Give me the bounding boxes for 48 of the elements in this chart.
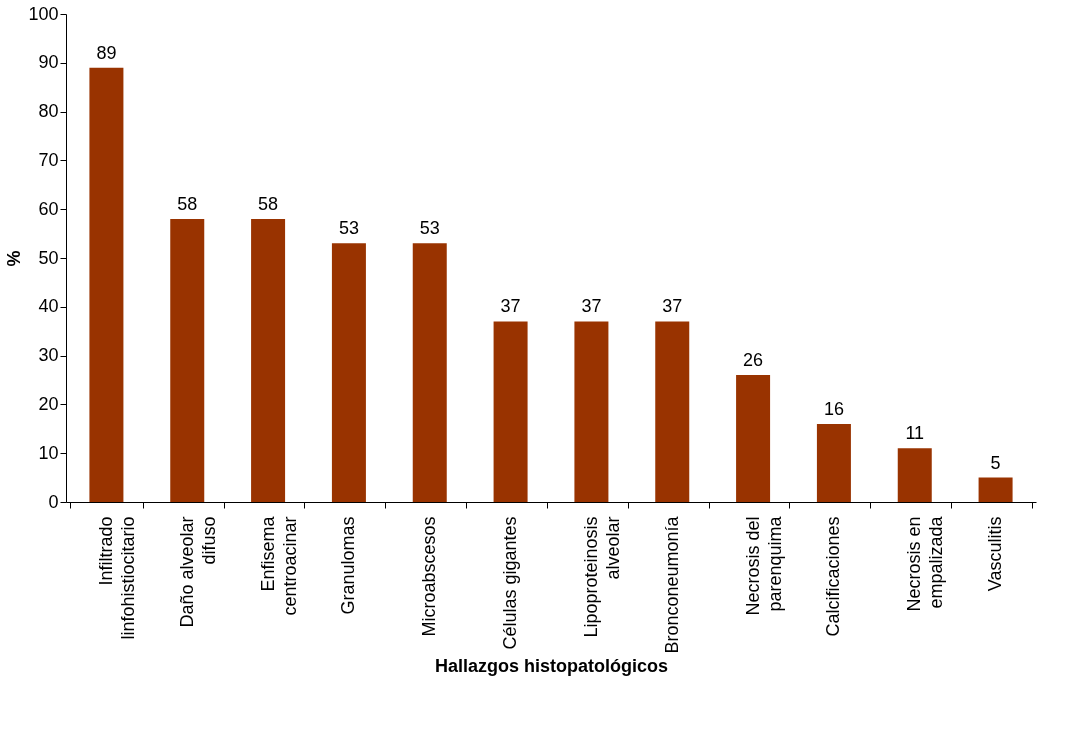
data-label: 16 bbox=[823, 398, 844, 419]
data-label: 26 bbox=[743, 350, 764, 371]
x-tick-label: Infiltrado linfohistiocitario bbox=[95, 516, 138, 640]
x-tick-label: Necrosis en empalizada bbox=[904, 515, 947, 612]
x-tick-label: Daño alveolar difuso bbox=[176, 516, 219, 628]
y-tick-label: 60 bbox=[38, 198, 59, 219]
bar bbox=[574, 321, 609, 502]
y-tick-label: 10 bbox=[38, 442, 59, 463]
data-label: 58 bbox=[258, 193, 279, 214]
x-tick-label: Microabscesos bbox=[419, 516, 440, 637]
bar bbox=[978, 477, 1013, 502]
y-tick-label: 30 bbox=[38, 345, 59, 366]
data-label: 53 bbox=[338, 218, 359, 239]
bar bbox=[493, 321, 528, 502]
data-label: 37 bbox=[500, 296, 521, 317]
x-axis-title: Hallazgos histopatológicos bbox=[434, 655, 669, 676]
bar bbox=[655, 321, 690, 502]
data-label: 89 bbox=[96, 42, 117, 63]
x-tick-label: Lipoproteinosis alveolar bbox=[580, 516, 623, 638]
bar bbox=[89, 67, 124, 502]
data-label: 37 bbox=[662, 296, 683, 317]
data-label: 58 bbox=[177, 193, 198, 214]
y-tick-label: 80 bbox=[38, 101, 59, 122]
bar bbox=[816, 423, 851, 502]
y-tick-label: 70 bbox=[38, 149, 59, 170]
x-tick-label: Vasculitis bbox=[985, 516, 1006, 592]
bar bbox=[412, 243, 447, 502]
bar bbox=[251, 218, 286, 502]
y-tick-label: 100 bbox=[28, 3, 59, 24]
y-tick-label: 0 bbox=[48, 491, 59, 512]
bar bbox=[170, 218, 205, 502]
data-label: 53 bbox=[419, 218, 440, 239]
bar bbox=[331, 243, 366, 502]
x-tick-label: Células gigantes bbox=[500, 516, 521, 650]
x-tick-label: Necrosis del parenquima bbox=[742, 515, 785, 616]
y-tick-label: 90 bbox=[38, 52, 59, 73]
data-label: 5 bbox=[990, 452, 1001, 473]
y-tick-label: 40 bbox=[38, 296, 59, 317]
x-tick-label: Granulomas bbox=[338, 516, 359, 615]
y-axis-title: % bbox=[4, 250, 25, 267]
x-tick-label: Bronconeumonía bbox=[661, 515, 682, 654]
y-tick-label: 20 bbox=[38, 393, 59, 414]
data-label: 11 bbox=[905, 423, 925, 444]
y-tick-label: 50 bbox=[38, 247, 59, 268]
data-label: 37 bbox=[581, 296, 602, 317]
bar bbox=[736, 375, 771, 502]
bar bbox=[897, 448, 932, 502]
x-tick-label: Calcificaciones bbox=[823, 516, 844, 637]
